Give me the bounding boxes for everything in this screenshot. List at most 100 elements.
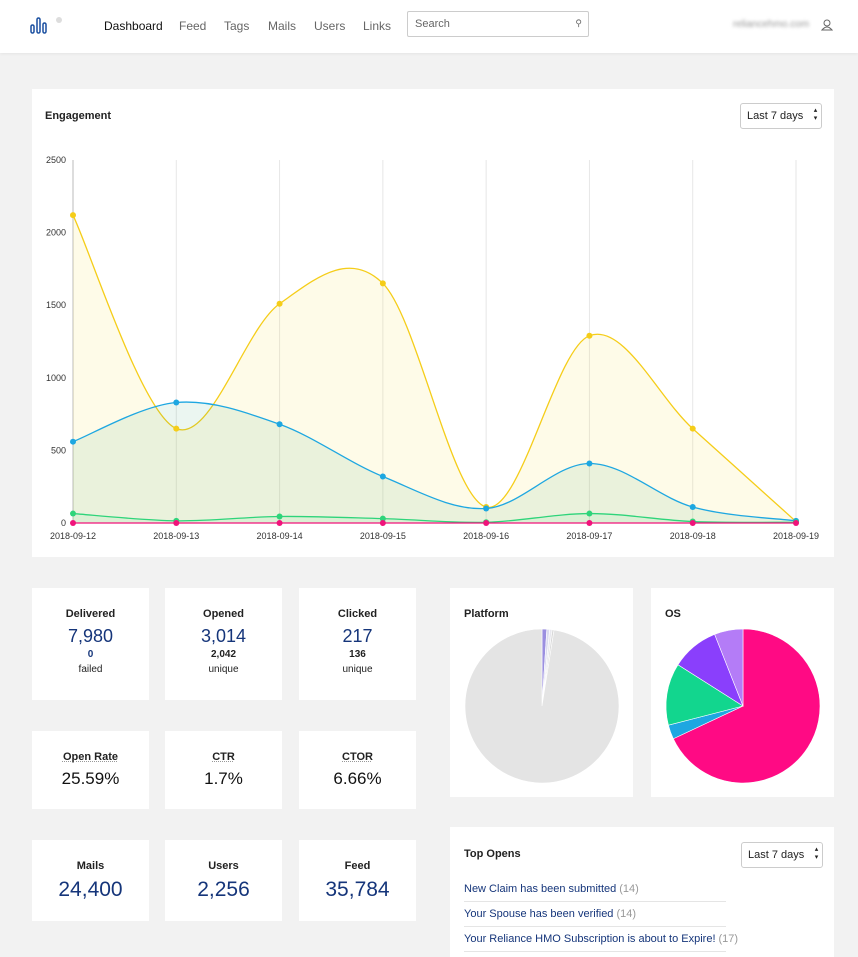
data-point — [690, 520, 696, 526]
rate-card: CTR 1.7% — [165, 731, 282, 809]
user-icon[interactable] — [821, 19, 833, 31]
y-tick-label: 2500 — [46, 155, 66, 165]
data-point — [70, 511, 76, 517]
stat-sub-label: unique — [165, 664, 282, 675]
rate-value: 6.66% — [299, 769, 416, 789]
data-point — [173, 399, 179, 405]
total-value: 35,784 — [299, 878, 416, 902]
data-point — [70, 212, 76, 218]
stat-sub: 2,042 — [165, 649, 282, 660]
total-value: 2,256 — [165, 878, 282, 902]
os-card: OS — [651, 588, 834, 797]
stat-value: 7,980 — [32, 626, 149, 647]
nav-link[interactable]: Links — [363, 19, 391, 33]
data-point — [793, 520, 799, 526]
x-tick-label: 2018-09-12 — [50, 531, 96, 541]
top-open-item[interactable]: Your Reliance HMO Subscription is about … — [464, 933, 726, 952]
total-label: Feed — [299, 860, 416, 872]
item-text: New Claim has been submitted — [464, 883, 616, 895]
data-point — [277, 520, 283, 526]
data-point — [483, 520, 489, 526]
stat-sub: 0 — [32, 649, 149, 660]
rate-label: Open Rate — [32, 751, 149, 763]
data-point — [70, 439, 76, 445]
stat-label: Opened — [165, 608, 282, 620]
y-tick-label: 1500 — [46, 300, 66, 310]
logo — [30, 16, 64, 34]
x-tick-label: 2018-09-19 — [773, 531, 819, 541]
data-point — [380, 474, 386, 480]
search-placeholder: Search — [415, 18, 450, 30]
os-pie — [651, 588, 834, 797]
rate-card: CTOR 6.66% — [299, 731, 416, 809]
stat-sub: 136 — [299, 649, 416, 660]
item-count: (14) — [616, 908, 636, 920]
x-tick-label: 2018-09-17 — [566, 531, 612, 541]
pie-slice — [465, 629, 619, 783]
total-card: Feed 35,784 — [299, 840, 416, 921]
search-box[interactable]: Search ⚲ — [407, 11, 589, 37]
stat-card: Delivered 7,980 0 failed — [32, 588, 149, 700]
item-count: (17) — [719, 933, 739, 945]
stat-label: Clicked — [299, 608, 416, 620]
user-email[interactable]: reliancehmo.com — [733, 19, 809, 30]
nav-link[interactable]: Users — [314, 19, 345, 33]
stat-card: Clicked 217 136 unique — [299, 588, 416, 700]
rate-label: CTR — [165, 751, 282, 763]
rate-card: Open Rate 25.59% — [32, 731, 149, 809]
y-tick-label: 2000 — [46, 228, 66, 238]
y-tick-label: 0 — [61, 518, 66, 528]
item-text: Your Spouse has been verified — [464, 908, 613, 920]
data-point — [586, 460, 592, 466]
data-point — [380, 280, 386, 286]
navbar: Dashboard Feed Tags Mails Users Links Search … — [0, 0, 858, 53]
data-point — [586, 333, 592, 339]
rate-value: 1.7% — [165, 769, 282, 789]
total-card: Users 2,256 — [165, 840, 282, 921]
data-point — [70, 520, 76, 526]
data-point — [380, 520, 386, 526]
stat-value: 3,014 — [165, 626, 282, 647]
data-point — [277, 301, 283, 307]
platform-card: Platform — [450, 588, 633, 797]
stat-card: Opened 3,014 2,042 unique — [165, 588, 282, 700]
nav-link[interactable]: Feed — [179, 19, 206, 33]
data-point — [277, 421, 283, 427]
total-card: Mails 24,400 — [32, 840, 149, 921]
platform-pie — [450, 588, 633, 797]
range-label: Last 7 days — [748, 849, 804, 861]
x-tick-label: 2018-09-18 — [670, 531, 716, 541]
engagement-card: Engagement Last 7 days 05001000150020002… — [32, 89, 834, 557]
data-point — [483, 505, 489, 511]
rate-label: CTOR — [299, 751, 416, 763]
nav-link[interactable]: Dashboard — [104, 19, 163, 33]
data-point — [690, 504, 696, 510]
data-point — [277, 513, 283, 519]
top-open-item[interactable]: Your Spouse has been verified (14) — [464, 908, 726, 927]
x-tick-label: 2018-09-14 — [257, 531, 303, 541]
item-count: (14) — [619, 883, 639, 895]
engagement-chart: 0 500 1000 1500 2000 2500 2018-09-12 2018-09-13… — [32, 89, 834, 557]
data-point — [586, 520, 592, 526]
x-tick-label: 2018-09-13 — [153, 531, 199, 541]
rate-value: 25.59% — [32, 769, 149, 789]
data-point — [173, 520, 179, 526]
top-open-item[interactable]: New Claim has been submitted (14) — [464, 883, 726, 902]
nav-link[interactable]: Mails — [268, 19, 296, 33]
nav-link[interactable]: Tags — [224, 19, 249, 33]
stat-sub-label: unique — [299, 664, 416, 675]
search-icon: ⚲ — [575, 18, 582, 29]
card-title: Top Opens — [464, 848, 521, 860]
data-point — [586, 511, 592, 517]
page: Dashboard Feed Tags Mails Users Links Search … — [0, 0, 858, 938]
total-label: Mails — [32, 860, 149, 872]
item-text: Your Reliance HMO Subscription is about … — [464, 933, 716, 945]
y-tick-label: 500 — [51, 445, 66, 455]
total-value: 24,400 — [32, 878, 149, 902]
range-select[interactable]: Last 7 days — [741, 842, 823, 868]
data-point — [690, 426, 696, 432]
data-point — [173, 426, 179, 432]
y-tick-label: 1000 — [46, 373, 66, 383]
total-label: Users — [165, 860, 282, 872]
x-tick-label: 2018-09-16 — [463, 531, 509, 541]
